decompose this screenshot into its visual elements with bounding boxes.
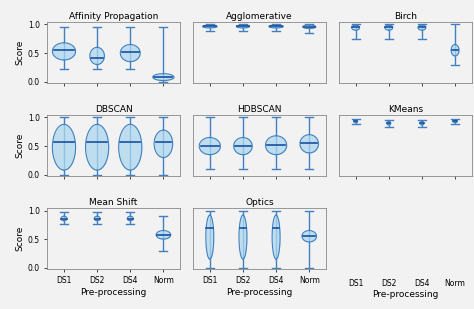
Y-axis label: Score: Score <box>16 226 25 251</box>
Title: Affinity Propagation: Affinity Propagation <box>69 12 158 21</box>
X-axis label: Pre-processing: Pre-processing <box>372 290 438 299</box>
Y-axis label: Score: Score <box>16 40 25 65</box>
Title: Agglomerative: Agglomerative <box>226 12 293 21</box>
Title: DBSCAN: DBSCAN <box>95 105 133 114</box>
X-axis label: Pre-processing: Pre-processing <box>81 288 147 297</box>
X-axis label: Pre-processing: Pre-processing <box>226 288 293 297</box>
Title: Mean Shift: Mean Shift <box>90 198 138 207</box>
Title: Optics: Optics <box>245 198 274 207</box>
Title: HDBSCAN: HDBSCAN <box>237 105 282 114</box>
Y-axis label: Score: Score <box>16 133 25 158</box>
Title: Birch: Birch <box>394 12 417 21</box>
Title: KMeans: KMeans <box>388 105 423 114</box>
